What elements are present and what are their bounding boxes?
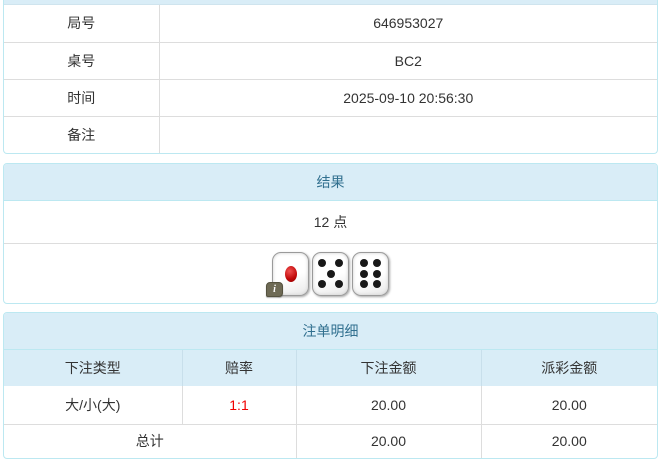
bet-type-cell: 大/小(大) [65, 396, 121, 413]
die-pip [326, 269, 335, 278]
column-header-bet-type: 下注类型 [4, 350, 182, 386]
table-row: 备注 [4, 115, 657, 153]
game-info-table: 局号 646953027 桌号 BC2 时间 2025-09-10 20:56:… [4, 5, 657, 153]
total-row: 总计 20.00 20.00 [4, 423, 657, 458]
table-row: 桌号 BC2 [4, 41, 657, 79]
die-1-icon: i [266, 251, 309, 297]
die-2-icon [312, 251, 349, 296]
die-pip [318, 259, 327, 268]
column-header-odds: 赔率 [181, 350, 296, 386]
remark-label: 备注 [4, 115, 159, 153]
die-pip [284, 265, 297, 282]
bet-details-panel: 注单明细 下注类型 赔率 下注金额 派彩金额 大/小(大) 1:1 20.00 … [3, 312, 658, 459]
die-pip [318, 279, 327, 288]
die-pip [372, 259, 381, 267]
table-header-row: 下注类型 赔率 下注金额 派彩金额 [4, 350, 657, 386]
bet-amount-cell: 20.00 [295, 386, 481, 424]
time-value: 2025-09-10 20:56:30 [158, 78, 657, 116]
die-pip [334, 279, 343, 288]
table-number-label: 桌号 [4, 41, 159, 79]
game-info-panel: 局号 646953027 桌号 BC2 时间 2025-09-10 20:56:… [3, 0, 658, 154]
die-pip [334, 259, 343, 268]
die-pip [372, 269, 381, 278]
column-header-payout: 派彩金额 [480, 350, 657, 386]
round-number-label: 局号 [67, 15, 96, 32]
bet-details-title: 注单明细 [4, 313, 657, 350]
table-number-value: BC2 [158, 41, 657, 79]
die-pip [360, 280, 369, 288]
table-row: 大/小(大) 1:1 20.00 20.00 [4, 386, 657, 424]
result-points: 12 点 [313, 214, 348, 230]
die-pip [360, 259, 369, 267]
odds-cell: 1:1 [181, 386, 296, 424]
column-header-bet-amount: 下注金额 [295, 350, 481, 386]
total-bet-amount-cell: 20.00 [295, 423, 481, 458]
result-panel: 结果 12 点 i [3, 163, 658, 304]
dice-row: i [4, 243, 657, 303]
game-info-panel-heading-strip [4, 0, 657, 5]
die-pip [360, 269, 369, 278]
table-row: 时间 2025-09-10 20:56:30 [4, 78, 657, 116]
time-label: 时间 [4, 78, 159, 116]
die-pip [372, 280, 381, 288]
result-panel-title: 结果 [4, 164, 657, 201]
remark-value [158, 115, 657, 153]
table-row: 局号 646953027 [4, 5, 657, 42]
total-label: 总计 [4, 423, 296, 458]
round-number-value: 646953027 [158, 5, 657, 42]
payout-cell: 20.00 [480, 386, 657, 424]
bet-details-table: 下注类型 赔率 下注金额 派彩金额 大/小(大) 1:1 20.00 20.00… [4, 350, 657, 458]
total-payout-cell: 20.00 [480, 423, 657, 458]
die-3-icon [352, 251, 389, 296]
image-info-badge-icon: i [266, 281, 283, 297]
